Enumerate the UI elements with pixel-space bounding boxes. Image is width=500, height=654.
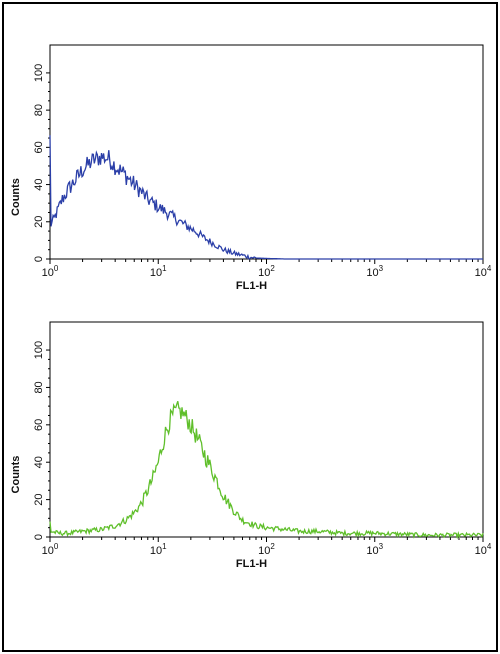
x-tick-label: 102: [258, 542, 275, 557]
chart-panel-2: 0 20 40 60 80 100 100 101 102 103 104 FL1-H Counts: [10, 321, 492, 570]
histogram-series-1: [49, 135, 483, 260]
y-tick-label: 80: [33, 104, 45, 116]
y-tick-label: 0: [33, 256, 45, 262]
y-tick-label: 100: [33, 64, 45, 82]
y-axis-title: Counts: [10, 456, 22, 494]
plot-frame: [49, 321, 484, 538]
x-tick-label: 104: [475, 542, 492, 557]
plot-frame: [49, 44, 484, 260]
y-tick-label: 20: [33, 216, 45, 228]
histogram-series-1: [49, 400, 484, 540]
x-tick-label: 101: [150, 264, 167, 279]
y-tick-label: 60: [33, 141, 45, 153]
x-axis-title: FL1-H: [236, 280, 267, 292]
x-tick-label: 100: [42, 542, 59, 557]
x-tick-label: 103: [366, 264, 383, 279]
y-tick-label: 60: [33, 419, 45, 431]
x-tick-label: 100: [42, 264, 59, 279]
x-axis-title: FL1-H: [236, 558, 267, 570]
y-tick-label: 100: [33, 341, 45, 359]
y-axis-title: Counts: [10, 178, 22, 216]
x-tick-label: 101: [150, 542, 167, 557]
chart-panel-1: 0 20 40 60 80 100 100 101 102 103 104 FL1-H Counts: [10, 44, 492, 292]
y-tick-label: 80: [33, 381, 45, 393]
x-tick-label: 104: [475, 264, 492, 279]
y-tick-label: 40: [33, 178, 45, 190]
y-tick-label: 0: [33, 534, 45, 540]
y-tick-label: 40: [33, 456, 45, 468]
x-tick-label: 103: [366, 542, 383, 557]
y-tick-label: 20: [33, 493, 45, 505]
x-tick-label: 102: [258, 264, 275, 279]
